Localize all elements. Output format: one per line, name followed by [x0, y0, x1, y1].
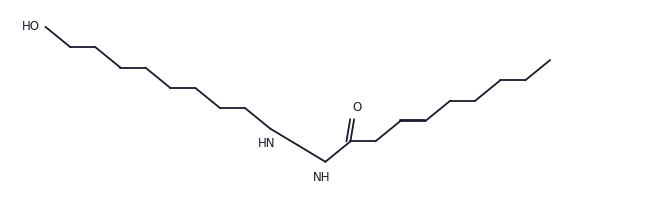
- Text: HN: HN: [258, 138, 276, 151]
- Text: O: O: [353, 101, 362, 114]
- Text: NH: NH: [314, 171, 331, 184]
- Text: HO: HO: [22, 20, 40, 33]
